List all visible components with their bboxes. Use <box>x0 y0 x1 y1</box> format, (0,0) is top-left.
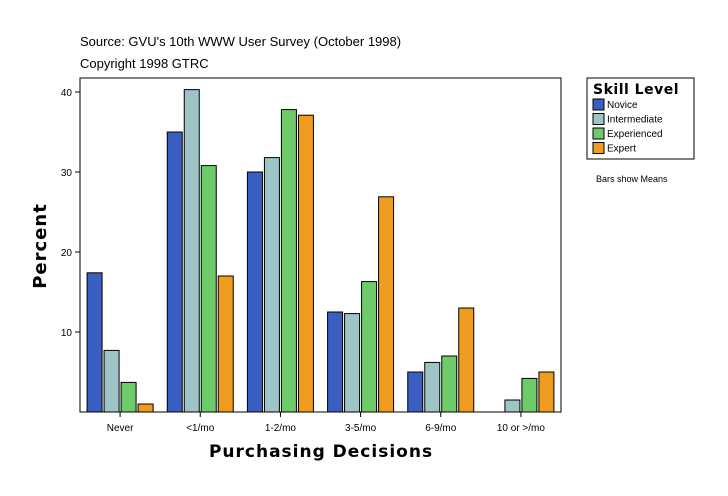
legend-box <box>586 77 695 160</box>
bar-experienced-5 <box>521 377 538 413</box>
y-tick-label: 30 <box>61 168 73 179</box>
bar-experienced-0 <box>120 381 137 413</box>
bar-expert-3 <box>378 196 395 413</box>
legend-label-experienced: Experienced <box>607 129 663 140</box>
legend-label-novice: Novice <box>607 100 638 111</box>
bar-novice-4 <box>407 371 424 413</box>
x-axis: Never <1/mo 1-2/mo 3-5/mo 6-9/mo 10 or >/mo <box>107 412 546 434</box>
legend-label-intermediate: Intermediate <box>607 115 663 126</box>
x-tick-label: 6-9/mo <box>425 423 457 434</box>
legend-swatch-novice <box>592 98 605 111</box>
legend-swatch-expert <box>592 142 605 154</box>
x-axis-title: Purchasing Decisions <box>209 442 433 462</box>
bar-expert-0 <box>137 403 154 413</box>
bar-intermediate-4 <box>424 361 441 413</box>
bar-novice-1 <box>166 131 183 413</box>
y-axis: 10 20 30 40 <box>61 88 80 339</box>
x-tick-label: <1/mo <box>186 423 215 434</box>
bar-intermediate-3 <box>344 313 361 413</box>
x-tick-label: 1-2/mo <box>265 423 297 434</box>
x-tick-label: Never <box>107 423 134 434</box>
x-tick-label: 10 or >/mo <box>497 423 546 434</box>
bar-novice-3 <box>327 311 344 413</box>
bar-novice-2 <box>246 171 263 413</box>
x-tick-label: 3-5/mo <box>345 423 377 434</box>
plot-area <box>79 77 562 413</box>
bar-expert-5 <box>538 371 555 413</box>
legend: Skill Level Novice Intermediate Experience… <box>586 77 695 160</box>
bar-experienced-3 <box>361 281 378 413</box>
bar-experienced-4 <box>441 355 458 413</box>
y-axis-title: Percent <box>30 203 51 289</box>
legend-title: Skill Level <box>593 82 679 98</box>
bar-expert-2 <box>297 114 314 413</box>
bar-intermediate-5 <box>504 399 521 413</box>
means-note: Bars show Means <box>596 174 668 184</box>
copyright-text: Copyright 1998 GTRC <box>80 56 209 71</box>
source-text: Source: GVU's 10th WWW User Survey (Octo… <box>80 34 401 49</box>
y-tick-label: 40 <box>61 88 73 99</box>
bar-intermediate-2 <box>263 157 280 413</box>
y-tick-label: 10 <box>61 328 73 339</box>
bar-intermediate-0 <box>103 349 120 413</box>
legend-label-expert: Expert <box>607 144 636 155</box>
bars <box>86 89 555 413</box>
bar-experienced-1 <box>200 165 217 413</box>
bar-expert-1 <box>217 275 234 413</box>
bar-intermediate-1 <box>183 89 200 413</box>
bar-expert-4 <box>458 307 475 413</box>
bar-novice-0 <box>86 272 103 413</box>
legend-swatch-experienced <box>592 127 605 140</box>
y-tick-label: 20 <box>61 248 73 259</box>
bar-experienced-2 <box>280 109 297 413</box>
legend-swatch-intermediate <box>592 113 605 125</box>
